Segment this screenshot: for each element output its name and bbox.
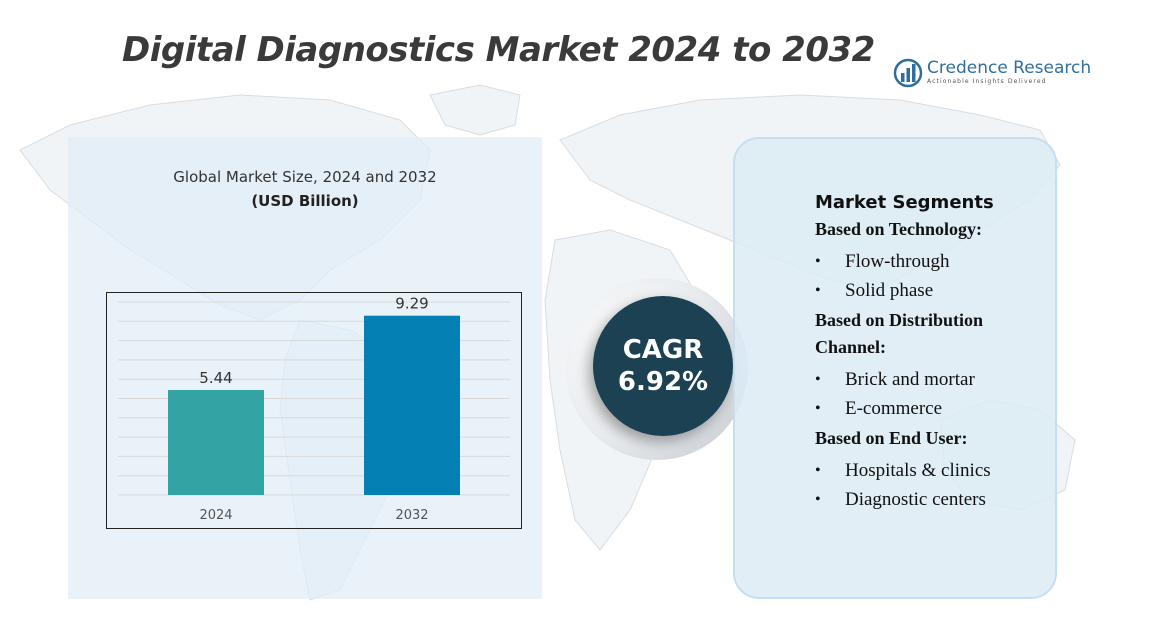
market-segments: Market Segments Based on Technology: Flo… xyxy=(815,190,1050,516)
segment-item: Hospitals & clinics xyxy=(815,456,1050,485)
segment-heading-technology: Based on Technology: xyxy=(815,219,983,239)
segment-heading-end-user: Based on End User: xyxy=(815,428,968,448)
data-label-2024: 5.44 xyxy=(199,369,232,387)
x-tick-label-2032: 2032 xyxy=(395,508,428,523)
segment-item: E-commerce xyxy=(815,394,1050,423)
bar-2024 xyxy=(168,390,264,495)
segment-item: Brick and mortar xyxy=(815,365,1050,394)
segment-list-distribution-channel: Brick and mortar E-commerce xyxy=(815,365,1050,423)
segment-item: Diagnostic centers xyxy=(815,485,1050,514)
chart-panel xyxy=(68,137,542,599)
credence-research-logo: Credence Research Actionable Insights De… xyxy=(893,56,1091,92)
segment-heading-distribution-channel: Based on Distribution Channel: xyxy=(815,310,984,357)
logo-tagline: Actionable Insights Delivered xyxy=(927,78,1047,85)
segments-title: Market Segments xyxy=(815,192,994,213)
logo-name: Credence Research xyxy=(927,58,1092,78)
bar-2032 xyxy=(364,315,460,495)
segment-list-end-user: Hospitals & clinics Diagnostic centers xyxy=(815,456,1050,514)
chart-unit-label: (USD Billion) xyxy=(251,192,359,210)
page-title: Digital Diagnostics Market 2024 to 2032 xyxy=(122,30,875,70)
market-size-bar-chart: 5.44 2024 9.29 2032 xyxy=(106,292,522,529)
segment-item: Solid phase xyxy=(815,276,1050,305)
segment-item: Flow-through xyxy=(815,247,1050,276)
cagr-label: CAGR xyxy=(622,335,704,365)
cagr-badge: CAGR 6.92% xyxy=(593,296,733,436)
bar-chart-logo-icon xyxy=(893,58,923,88)
chart-title: Global Market Size, 2024 and 2032 xyxy=(173,168,437,186)
chart-frame xyxy=(106,292,522,529)
segment-list-technology: Flow-through Solid phase xyxy=(815,247,1050,305)
x-tick-label-2024: 2024 xyxy=(199,508,232,523)
data-label-2032: 9.29 xyxy=(395,295,428,313)
cagr-value: 6.92% xyxy=(617,367,709,397)
